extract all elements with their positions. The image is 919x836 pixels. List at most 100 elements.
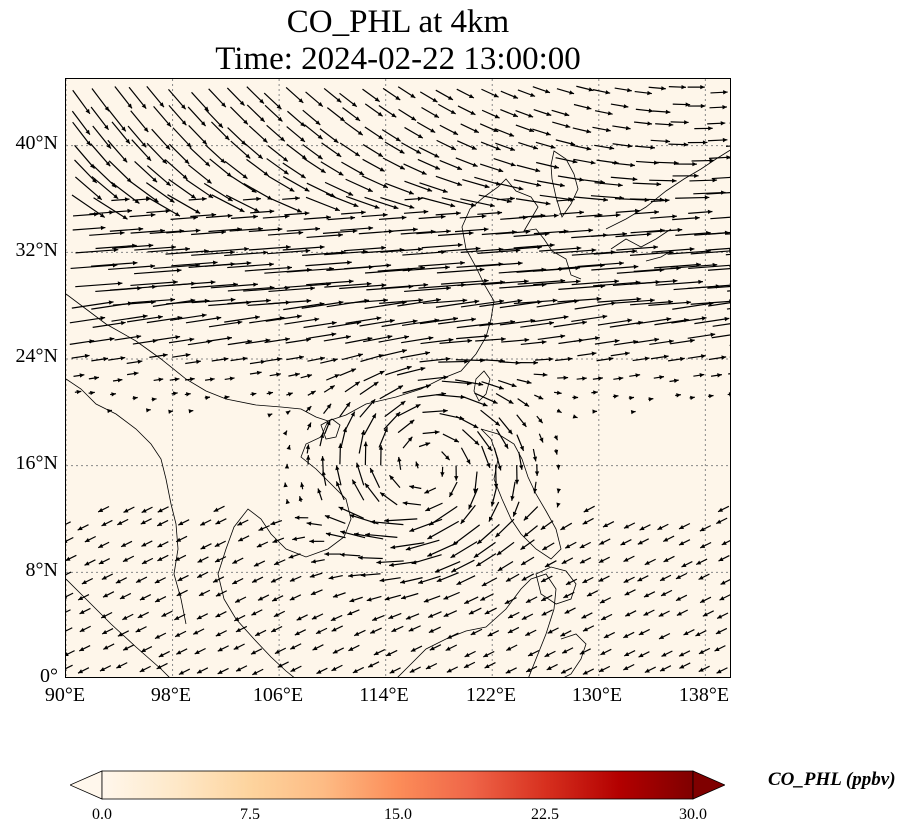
wind-arrow [440,466,445,477]
wind-arrow [464,650,476,658]
wind-arrow [115,577,127,584]
wind-arrow [496,541,515,556]
wind-arrow [655,279,703,286]
wind-arrow [582,576,594,584]
wind-arrow [204,395,211,400]
wind-arrow [616,245,659,251]
wind-arrow [672,215,700,221]
wind-arrow [312,644,324,651]
wind-arrow [521,573,535,582]
wind-arrow [419,182,448,193]
wind-arrow [360,354,384,363]
wind-arrow [427,611,442,618]
wind-arrow [110,392,117,397]
wind-arrow [421,196,456,208]
wind-arrow [610,103,629,109]
wind-arrow [532,213,559,218]
wind-arrow [582,668,595,675]
wind-arrow [717,505,730,513]
wind-arrow [215,630,227,637]
wind-arrow [120,540,133,548]
wind-arrow [252,668,264,676]
title-line-1: CO_PHL at 4km [286,4,510,40]
wind-arrow [496,196,515,201]
wind-arrow [561,647,574,654]
wind-arrow [81,577,94,585]
wind-arrow [107,408,113,414]
lon-tick-label: 138°E [678,684,730,706]
wind-arrow [560,630,572,637]
wind-arrow [66,521,71,525]
wind-arrow [335,481,345,501]
wind-arrow [90,106,110,131]
wind-arrow [455,157,478,167]
wind-arrow [456,334,489,340]
wind-arrow [72,225,106,231]
wind-arrow [650,139,671,144]
wind-arrow [309,572,323,578]
wind-arrow [594,213,621,218]
wind-arrow [361,175,389,189]
wind-arrow [557,375,569,380]
wind-arrow [66,627,73,634]
wind-arrow [66,592,74,599]
wind-arrow [323,403,332,414]
wind-arrow [534,357,554,362]
wind-arrow [320,456,325,472]
wind-arrow [300,373,313,379]
wind-arrow [196,571,209,579]
wind-arrow [285,410,291,416]
wind-arrow [248,227,283,233]
wind-arrow [157,506,169,513]
wind-arrow [480,593,494,602]
wind-arrow [380,282,429,289]
wind-arrow [204,377,215,382]
wind-arrow [708,247,730,251]
wind-arrow [345,316,382,324]
wind-arrow [615,208,640,214]
wind-arrow [359,381,379,395]
wind-arrow [126,315,163,323]
wind-arrow [78,644,91,652]
wind-arrow [248,125,268,144]
wind-arrow [418,260,465,267]
wind-arrow [675,594,688,602]
wind-arrow [689,395,695,401]
wind-arrow [419,316,459,325]
wind-arrow [417,575,441,584]
wind-arrow [267,175,295,193]
wind-arrow [208,88,227,108]
wind-arrow [707,285,730,289]
wind-arrow [694,126,713,131]
wind-arrow [311,559,325,564]
wind-arrow [563,591,575,599]
wind-arrow [224,315,260,323]
wind-arrow [401,336,434,344]
wind-arrow [576,85,594,92]
wind-arrow [573,103,592,110]
wind-arrow [258,525,270,531]
wind-arrow [224,376,235,381]
wind-arrow [307,356,325,362]
wind-arrow [480,141,501,151]
wind-arrow [205,213,233,219]
wind-arrow [594,144,615,151]
wind-arrow [481,279,529,286]
wind-arrow [168,105,187,126]
wind-arrow [355,462,365,486]
wind-arrow [328,574,343,580]
wind-arrow [520,556,535,566]
wind-arrow [187,164,212,184]
wind-arrow [140,646,153,653]
wind-arrow [230,356,248,362]
wind-arrow [111,197,130,202]
wind-arrow [653,375,665,380]
wind-arrow [269,372,281,377]
wind-arrow [638,651,650,658]
wind-arrow [71,110,91,135]
wind-arrow [267,413,273,418]
wind-arrow [456,88,475,99]
wind-arrow [499,318,536,326]
wind-arrow [302,109,321,126]
wind-arrow [574,196,609,202]
